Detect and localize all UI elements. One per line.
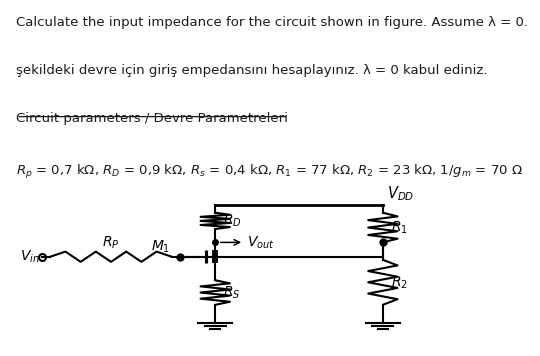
Text: $R_p$ = 0,7 k$\Omega$, $R_D$ = 0,9 k$\Omega$, $R_s$ = 0,4 k$\Omega$, $R_1$ = 77 : $R_p$ = 0,7 k$\Omega$, $R_D$ = 0,9 k$\Om… (16, 163, 523, 182)
Text: Calculate the input impedance for the circuit shown in figure. Assume λ = 0.: Calculate the input impedance for the ci… (16, 16, 528, 29)
Text: Circuit parameters / Devre Parametreleri: Circuit parameters / Devre Parametreleri (16, 112, 288, 125)
Text: $R_2$: $R_2$ (391, 274, 408, 290)
Text: $M_1$: $M_1$ (151, 238, 170, 255)
Text: $V_{in}$: $V_{in}$ (20, 248, 40, 265)
Text: şekildeki devre için giriş empedansını hesaplayınız. λ = 0 kabul ediniz.: şekildeki devre için giriş empedansını h… (16, 64, 488, 77)
Text: $R_P$: $R_P$ (102, 235, 120, 251)
Text: $R_1$: $R_1$ (391, 219, 408, 236)
Text: $V_{out}$: $V_{out}$ (247, 234, 274, 251)
Text: $R_D$: $R_D$ (223, 213, 242, 229)
Text: $R_S$: $R_S$ (223, 284, 241, 301)
Text: $V_{DD}$: $V_{DD}$ (387, 185, 414, 204)
